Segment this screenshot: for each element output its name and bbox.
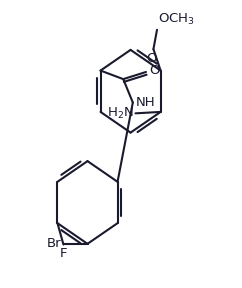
Text: O: O [146, 52, 156, 65]
Text: NH: NH [136, 96, 155, 109]
Text: Br: Br [47, 237, 62, 250]
Text: H$_2$N: H$_2$N [107, 106, 134, 121]
Text: O: O [150, 64, 160, 77]
Text: F: F [60, 247, 67, 260]
Text: OCH$_3$: OCH$_3$ [158, 12, 195, 27]
